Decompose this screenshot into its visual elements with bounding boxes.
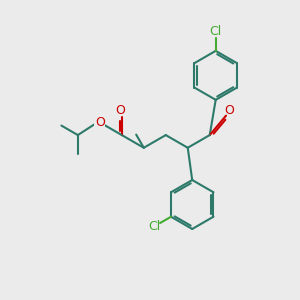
- Text: O: O: [224, 104, 234, 117]
- Text: Cl: Cl: [148, 220, 160, 233]
- Text: Cl: Cl: [210, 25, 222, 38]
- Text: O: O: [95, 116, 105, 129]
- Text: O: O: [116, 104, 125, 117]
